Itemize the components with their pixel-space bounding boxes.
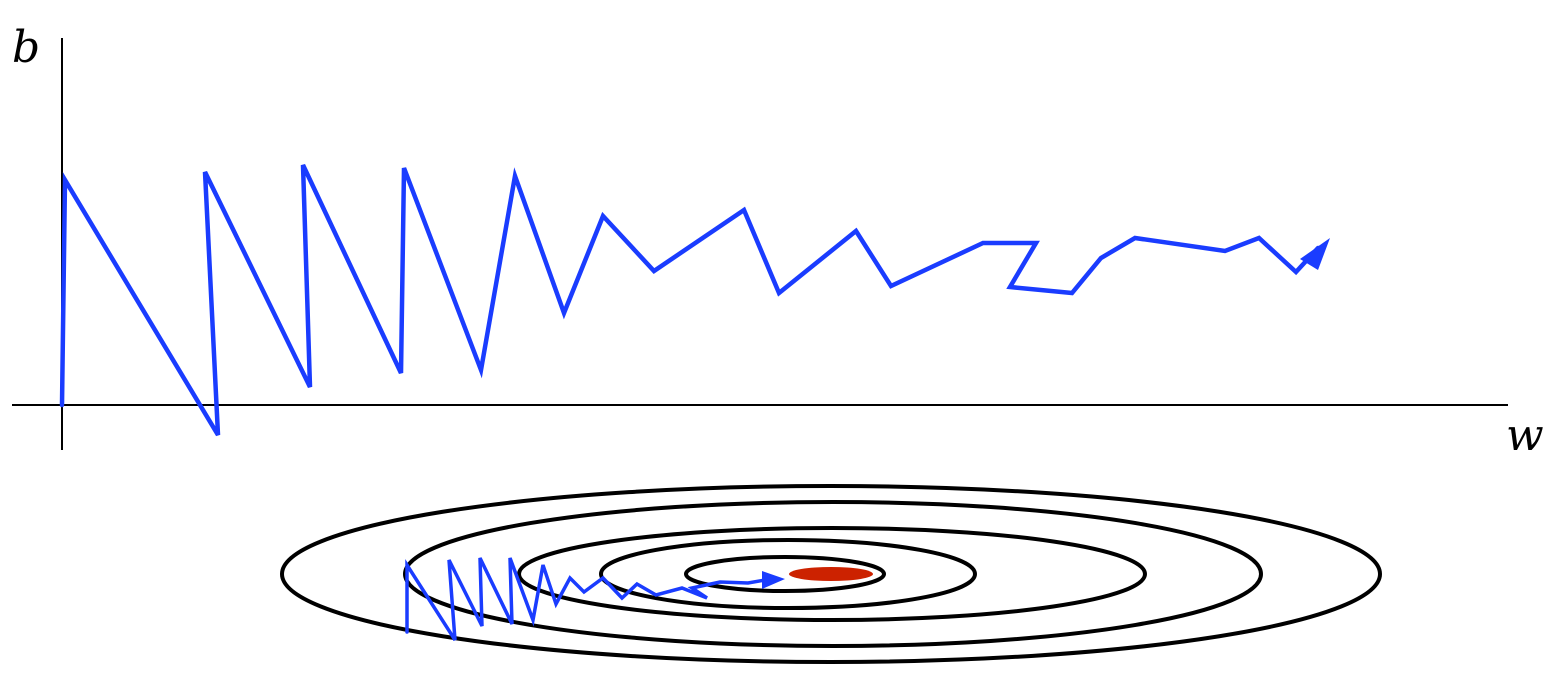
contour-plot bbox=[280, 484, 1382, 664]
contour-ring bbox=[684, 555, 886, 593]
descent-path-small-line bbox=[405, 557, 767, 641]
contour-ring bbox=[599, 538, 977, 610]
descent-path-line bbox=[59, 164, 1321, 437]
descent-small-arrowhead bbox=[762, 571, 785, 589]
descent-path-large bbox=[59, 164, 1330, 437]
contour-ring bbox=[403, 500, 1263, 648]
x-axis-label: w bbox=[1506, 410, 1544, 461]
contour-ring bbox=[280, 484, 1382, 664]
axes: b w bbox=[12, 22, 1544, 461]
minimum-marker bbox=[789, 567, 873, 581]
descent-arrowhead bbox=[1300, 238, 1330, 270]
descent-path-small bbox=[405, 557, 785, 641]
y-axis-label: b bbox=[12, 22, 40, 73]
contour-ring bbox=[517, 526, 1147, 622]
